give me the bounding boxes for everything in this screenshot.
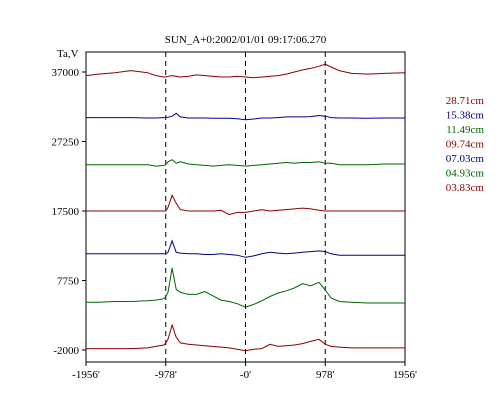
series-group <box>85 63 406 352</box>
legend-entry: 07.03cm <box>446 153 485 165</box>
legend-entry: 11.49cm <box>446 124 484 136</box>
x-axis-ticks: -1956' -978' -0' 978' 1956' <box>72 362 417 381</box>
y-axis-label: Ta,V <box>57 48 79 60</box>
legend-entry: 28.71cm <box>446 95 485 107</box>
series-line <box>86 194 405 216</box>
x-tick-label: -978' <box>155 369 177 381</box>
series-line <box>85 63 406 79</box>
legend-entry: 09.74cm <box>446 139 485 151</box>
y-tick-label: 27250 <box>52 137 80 149</box>
chart-title: SUN_A+0:2002/01/01 09:17:06.270 <box>165 34 327 46</box>
x-tick-label: 978' <box>316 369 335 381</box>
x-tick-label: -1956' <box>72 369 100 381</box>
legend-entry: 15.38cm <box>446 110 485 122</box>
series-line <box>86 112 405 121</box>
y-tick-label: -2000 <box>53 345 79 357</box>
series-line <box>86 323 405 352</box>
x-tick-label: -0' <box>240 369 251 381</box>
legend-entry: 03.83cm <box>446 182 485 194</box>
legend-entry: 04.93cm <box>446 168 485 180</box>
y-tick-label: 17500 <box>52 206 80 218</box>
y-tick-label: 7750 <box>57 276 80 288</box>
y-tick-label: 37000 <box>52 67 80 79</box>
series-line <box>86 159 405 167</box>
legend: 28.71cm 15.38cm 11.49cm 09.74cm 07.03cm 04.93… <box>446 95 485 194</box>
x-tick-label: 1956' <box>393 369 417 381</box>
series-line <box>86 267 405 308</box>
guide-lines <box>165 52 326 362</box>
y-axis-ticks: 37000 27250 17500 7750 -2000 <box>52 67 86 357</box>
series-line <box>86 239 405 258</box>
